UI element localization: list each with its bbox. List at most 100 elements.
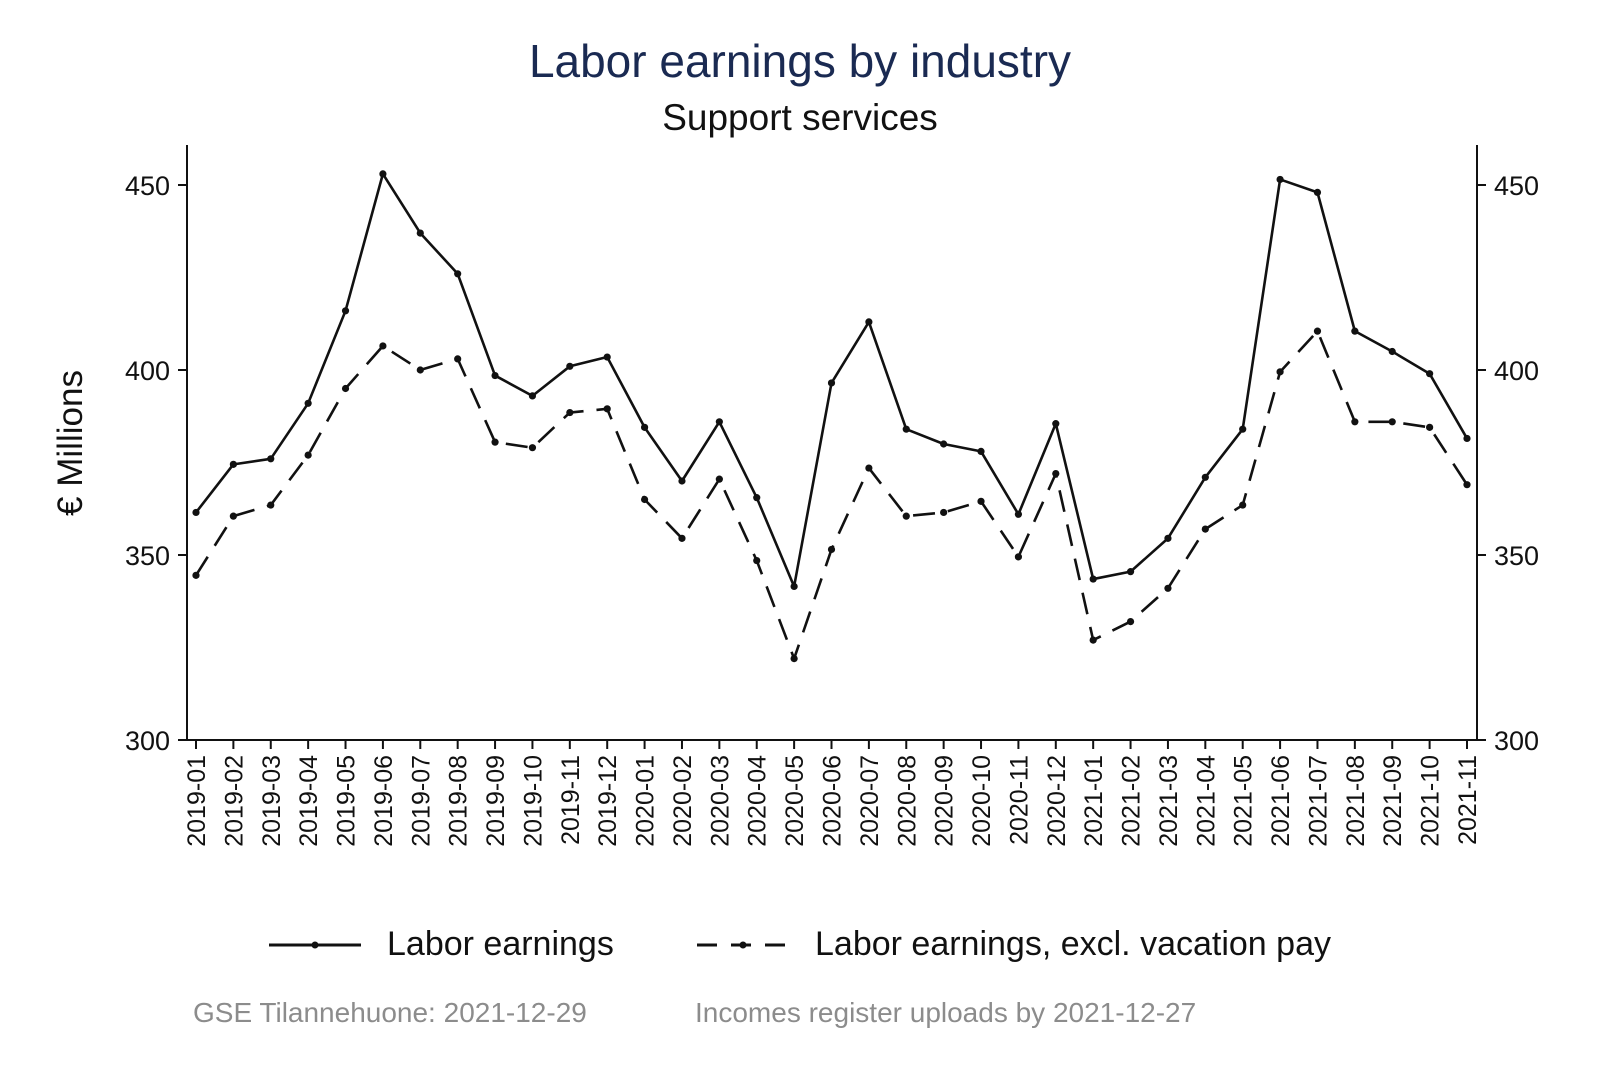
- y-tick-label-right: 400: [1494, 356, 1539, 386]
- series-point-0: [491, 371, 499, 380]
- x-tick-label: 2021-08: [1342, 755, 1370, 847]
- x-tick-label: 2020-03: [706, 755, 734, 847]
- x-tick-label: 2020-10: [968, 755, 996, 847]
- y-tick-label-left: 350: [125, 541, 170, 571]
- legend: Labor earnings Labor earnings, excl. vac…: [0, 925, 1600, 969]
- series-point-1: [566, 408, 574, 417]
- series-point-0: [790, 582, 798, 591]
- series-point-0: [603, 353, 611, 361]
- series-point-0: [304, 399, 312, 407]
- series-point-0: [192, 508, 200, 517]
- legend-solid-line-icon: [269, 941, 361, 948]
- series-point-0: [715, 418, 723, 426]
- series-point-0: [1089, 575, 1097, 583]
- note-source: GSE Tilannehuone: 2021-12-29: [193, 997, 587, 1028]
- series-point-1: [1313, 327, 1322, 335]
- x-tick-label: 2020-12: [1043, 755, 1071, 847]
- x-tick-label: 2021-09: [1379, 755, 1407, 847]
- series-point-1: [1089, 636, 1097, 644]
- series-point-0: [1164, 534, 1172, 542]
- series-point-1: [416, 366, 424, 374]
- x-tick-label: 2019-06: [370, 755, 398, 847]
- series-point-1: [640, 495, 649, 504]
- series-point-1: [603, 405, 611, 413]
- series-point-0: [1201, 473, 1209, 481]
- series-point-1: [1239, 501, 1247, 509]
- series-point-0: [977, 447, 985, 455]
- x-tick-label: 2019-01: [183, 755, 211, 847]
- x-tick-label: 2020-06: [819, 755, 847, 847]
- series-point-1: [1388, 418, 1396, 426]
- series-point-1: [1052, 470, 1060, 478]
- series-point-1: [977, 497, 985, 505]
- series-point-0: [1463, 434, 1471, 443]
- x-tick-label: 2019-08: [445, 755, 473, 847]
- series-point-0: [678, 477, 686, 485]
- x-tick-label: 2019-02: [220, 755, 248, 847]
- x-tick-label: 2021-04: [1192, 755, 1220, 847]
- y-tick-label-right: 450: [1494, 171, 1539, 201]
- series-point-0: [379, 170, 387, 178]
- series-point-1: [865, 464, 873, 472]
- y-axis-title: € Millions: [51, 370, 90, 516]
- x-tick-label: 2019-04: [295, 755, 323, 847]
- x-tick-label: 2019-09: [482, 755, 510, 847]
- y-tick-label-left: 400: [125, 356, 170, 386]
- series-point-1: [1276, 368, 1284, 376]
- x-tick-label: 2019-10: [519, 755, 547, 847]
- note-upload: Incomes register uploads by 2021-12-27: [695, 997, 1197, 1028]
- y-tick-label-right: 300: [1494, 726, 1539, 756]
- x-tick-label: 2021-11: [1454, 755, 1482, 845]
- legend-label-labor-earnings: Labor earnings: [387, 925, 614, 963]
- series-point-1: [678, 534, 686, 542]
- series-point-1: [267, 501, 275, 509]
- series-point-0: [940, 440, 948, 448]
- x-tick-label: 2019-05: [333, 755, 361, 847]
- x-tick-label: 2019-12: [594, 755, 622, 847]
- x-tick-label: 2020-01: [632, 755, 660, 847]
- series-point-0: [1276, 175, 1284, 184]
- series-point-0: [566, 362, 574, 370]
- series-point-1: [1426, 423, 1434, 431]
- x-tick-label: 2020-07: [856, 755, 884, 847]
- series-point-0: [1126, 568, 1135, 576]
- series-point-0: [267, 455, 275, 463]
- series-point-1: [528, 444, 537, 452]
- x-tick-label: 2020-02: [669, 755, 697, 847]
- series-point-0: [640, 423, 649, 431]
- x-tick-label: 2021-03: [1155, 755, 1183, 847]
- x-tick-label: 2021-07: [1304, 755, 1332, 847]
- series-point-1: [790, 655, 798, 663]
- x-tick-label: 2020-04: [744, 755, 772, 847]
- series-point-1: [1201, 525, 1209, 533]
- x-tick-label: 2021-10: [1417, 755, 1445, 847]
- series-point-1: [1164, 584, 1172, 592]
- y-tick-label-left: 450: [125, 171, 170, 201]
- series-point-1: [902, 512, 910, 520]
- series-point-1: [940, 508, 948, 517]
- series-point-0: [416, 229, 424, 237]
- series-point-1: [454, 355, 462, 363]
- series-point-0: [1313, 188, 1322, 196]
- chart-title: Labor earnings by industry: [528, 35, 1072, 87]
- series-point-0: [902, 425, 910, 433]
- series-point-0: [1351, 327, 1359, 335]
- x-tick-label: 2020-05: [781, 755, 809, 847]
- series-point-1: [379, 342, 387, 350]
- series-point-0: [1426, 370, 1434, 378]
- legend-item-labor-earnings-excl: Labor earnings, excl. vacation pay: [693, 925, 1331, 964]
- series-point-1: [1126, 618, 1135, 626]
- x-tick-label: 2020-09: [931, 755, 959, 847]
- x-tick-label: 2020-11: [1005, 755, 1033, 845]
- series-point-1: [1014, 553, 1023, 561]
- series-point-1: [753, 556, 761, 565]
- series-point-1: [827, 545, 836, 554]
- series-point-0: [753, 494, 761, 502]
- series-point-0: [341, 307, 350, 315]
- x-tick-label: 2019-11: [557, 755, 585, 845]
- x-tick-label: 2020-08: [893, 755, 921, 847]
- series-point-1: [491, 438, 499, 446]
- y-tick-label-right: 350: [1494, 541, 1539, 571]
- series-point-1: [192, 571, 200, 579]
